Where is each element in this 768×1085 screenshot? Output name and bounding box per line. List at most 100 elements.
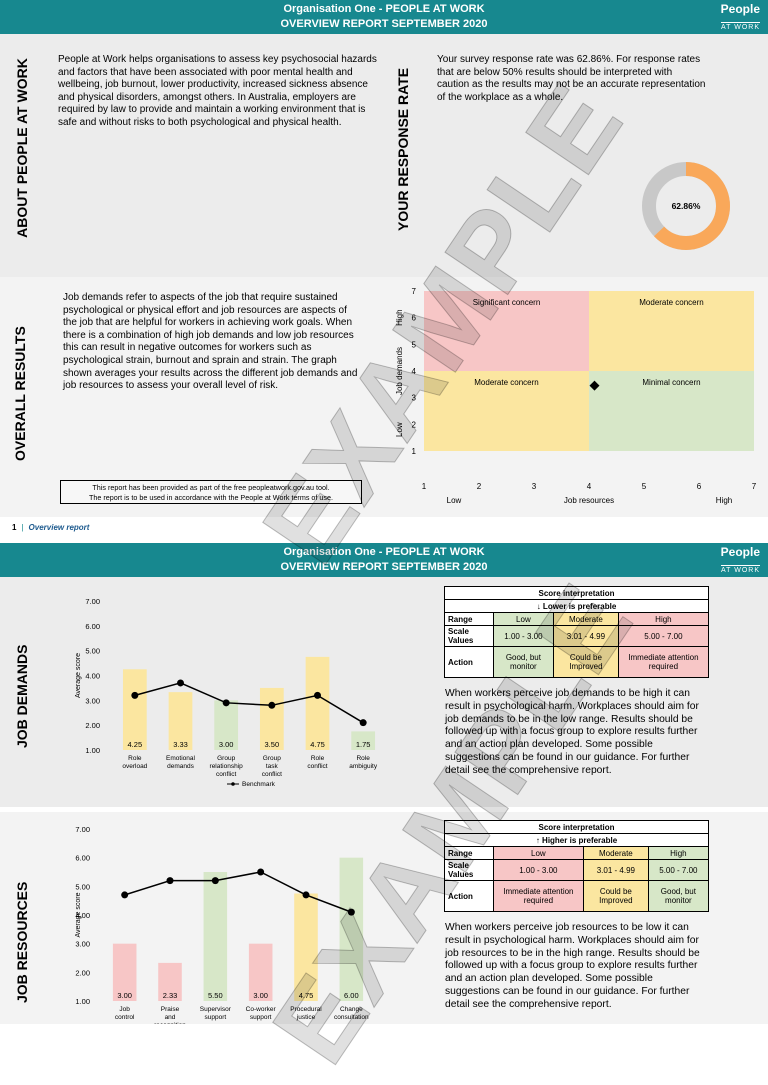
demands-text: When workers perceive job demands to be … — [445, 688, 699, 776]
category-label: Role — [311, 755, 325, 762]
benchmark-line — [124, 871, 352, 913]
y-tick-label: 5.00 — [85, 647, 100, 656]
x-tick-label: 3 — [532, 482, 537, 491]
quadrant-label: Moderate concern — [639, 298, 703, 307]
y-tick-label: 3 — [412, 394, 417, 403]
category-label: support — [204, 1014, 226, 1021]
y-tick-label: 4 — [412, 367, 417, 376]
quadrant — [589, 371, 754, 451]
bar — [203, 872, 228, 1001]
bar — [122, 669, 147, 750]
benchmark-point — [177, 679, 184, 687]
category-label: Group — [263, 755, 281, 762]
donut-value: 62.86% — [672, 201, 701, 211]
category-label: Procedural — [290, 1006, 322, 1013]
y-tick-label: 6.00 — [85, 622, 100, 631]
benchmark-point — [302, 891, 310, 899]
quadrant — [424, 291, 589, 371]
y-tick-label: 3.00 — [85, 696, 100, 705]
quadrant-label: Minimal concern — [642, 378, 700, 387]
benchmark-point — [131, 691, 139, 699]
bar-value-label: 4.75 — [310, 740, 325, 749]
demands-score-table: Score interpretation ↓ Lower is preferab… — [444, 586, 710, 678]
category-label: conflict — [262, 771, 282, 778]
y-tick-label: 1 — [412, 447, 417, 456]
category-label: consultation — [334, 1014, 369, 1021]
category-label: support — [250, 1014, 272, 1021]
y-tick-label: 1.00 — [85, 746, 100, 755]
category-label: Role — [128, 755, 142, 762]
page2-header: Organisation One - PEOPLE AT WORK OVERVI… — [0, 543, 768, 577]
page-header: Organisation One - PEOPLE AT WORK OVERVI… — [0, 0, 768, 34]
response-donut: 62.86% — [640, 160, 732, 252]
job-demands-chart: 1.00 2.00 3.00 4.00 5.00 6.00 7.00 Average scor… — [60, 588, 390, 800]
category-label: ambiguity — [349, 763, 378, 770]
category-label: Emotional — [166, 755, 195, 762]
quadrant — [424, 371, 589, 451]
category-label: Supervisor — [200, 1006, 232, 1013]
bar — [339, 857, 364, 1001]
category-label: justice — [296, 1014, 316, 1021]
bar-value-label: 3.33 — [173, 740, 188, 749]
category-label: Role — [356, 755, 370, 762]
y-tick-label: 4.00 — [85, 672, 100, 681]
bar-value-label: 2.33 — [163, 991, 178, 1000]
category-label: Job — [119, 1006, 130, 1013]
x-low-label: Low — [447, 496, 462, 505]
job-resources-chart: 1.00 2.00 3.00 4.00 5.00 6.00 7.00 Average scor… — [60, 818, 390, 1029]
quadrant-label: Significant concern — [473, 298, 541, 307]
x-high-label: High — [716, 496, 732, 505]
bar — [214, 700, 239, 750]
category-label: conflict — [307, 763, 327, 770]
terms-notice: This report has been provided as part of… — [60, 480, 362, 504]
about-section — [0, 34, 768, 277]
category-label: control — [115, 1014, 135, 1021]
people-at-work-logo: People AT WORK — [720, 2, 760, 31]
y-axis-title: Average score — [75, 892, 82, 937]
bar-value-label: 3.00 — [253, 991, 268, 1000]
report-title: OVERVIEW REPORT SEPTEMBER 2020 — [280, 18, 488, 30]
benchmark-line — [134, 682, 364, 724]
legend-marker — [231, 782, 235, 786]
overall-risk-chart: Significant concern Moderate concern Moder… — [390, 283, 768, 511]
page-footer: 1 | Overview report — [12, 523, 90, 532]
page-number: 1 — [12, 523, 17, 532]
benchmark-point — [121, 891, 129, 899]
category-label: Change — [340, 1006, 363, 1013]
bar — [248, 943, 273, 1001]
bar-value-label: 3.00 — [117, 991, 132, 1000]
bar — [158, 962, 182, 1001]
job-resources-label: JOB RESOURCES — [14, 881, 30, 1003]
benchmark-point — [211, 877, 219, 885]
quadrant-label: Moderate concern — [474, 378, 538, 387]
y-tick-label: 1.00 — [75, 997, 90, 1006]
quadrant — [589, 291, 754, 371]
y-axis-title: Average score — [75, 653, 82, 698]
y-tick-label: 4.00 — [75, 911, 90, 920]
about-text: People at Work helps organisations to as… — [58, 54, 377, 128]
bar-value-label: 5.50 — [208, 991, 223, 1000]
category-label: and — [165, 1014, 176, 1021]
x-tick-label: 5 — [642, 482, 647, 491]
bar — [305, 656, 330, 750]
people-at-work-logo: People AT WORK — [720, 545, 760, 574]
benchmark-point — [166, 877, 174, 885]
x-tick-label: 6 — [697, 482, 702, 491]
y-tick-label: 2.00 — [85, 721, 100, 730]
org-title: Organisation One - PEOPLE AT WORK — [283, 546, 485, 558]
overall-text: Job demands refer to aspects of the job … — [63, 292, 358, 392]
y-tick-label: 3.00 — [75, 940, 90, 949]
category-label: Co-worker — [246, 1006, 277, 1013]
org-title: Organisation One - PEOPLE AT WORK — [283, 3, 485, 15]
legend-label: Benchmark — [242, 781, 276, 788]
bar-value-label: 6.00 — [344, 991, 359, 1000]
benchmark-point — [347, 908, 355, 916]
x-tick-label: 2 — [477, 482, 482, 491]
job-demands-label: JOB DEMANDS — [14, 644, 30, 748]
x-axis-title: Job resources — [564, 496, 614, 505]
report-title: OVERVIEW REPORT SEPTEMBER 2020 — [280, 561, 488, 573]
x-tick-label: 7 — [752, 482, 757, 491]
benchmark-point — [359, 719, 367, 727]
bar — [294, 893, 318, 1001]
y-axis-title: Job demands — [395, 347, 404, 395]
